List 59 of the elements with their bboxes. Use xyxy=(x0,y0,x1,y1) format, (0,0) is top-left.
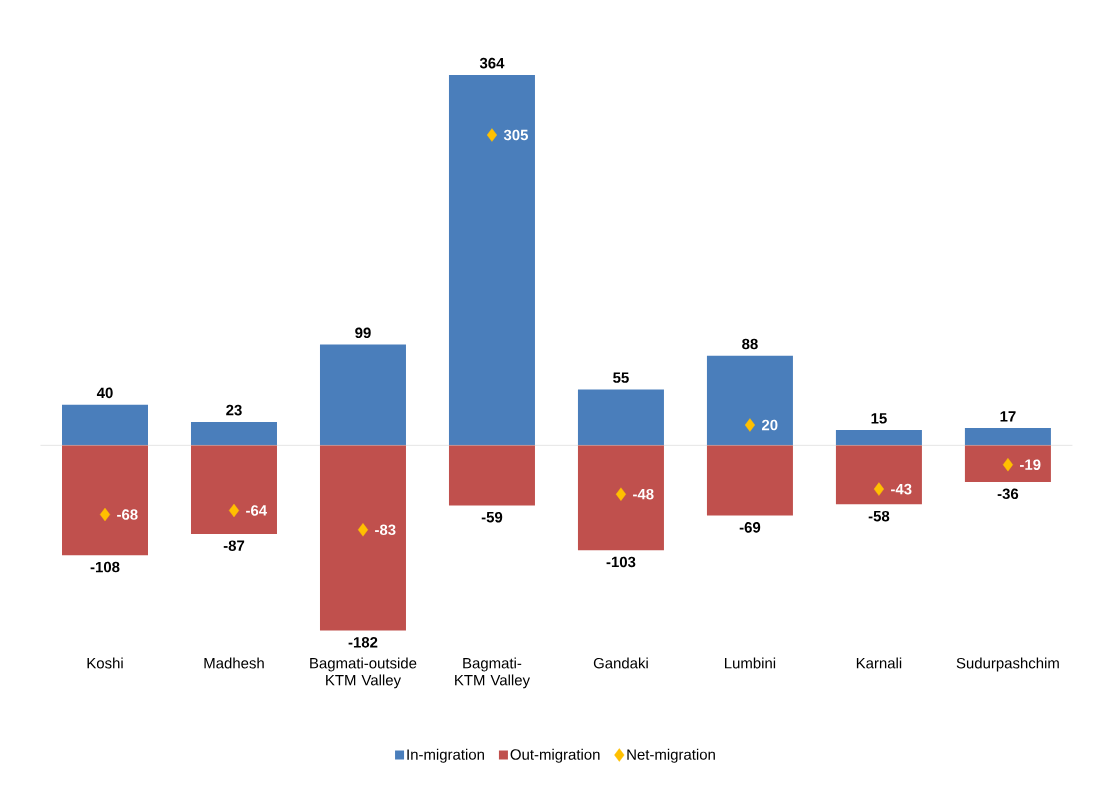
bar xyxy=(319,344,406,446)
bar xyxy=(706,355,793,446)
data-label: -87 xyxy=(223,540,245,551)
data-label: 88 xyxy=(742,338,758,350)
x-tick-label: Bagmati-KTM Valley xyxy=(455,657,530,689)
x-tick-label: Karnali xyxy=(856,657,902,669)
data-label: -68 xyxy=(117,509,138,520)
bar xyxy=(835,430,922,446)
data-label: -64 xyxy=(246,505,268,516)
x-tick-label: Sudurpashchim xyxy=(956,657,1059,672)
data-label: 20 xyxy=(761,419,778,431)
data-label: -182 xyxy=(348,637,378,648)
data-label: -103 xyxy=(606,556,636,568)
point xyxy=(615,487,627,501)
bar xyxy=(62,404,148,446)
bar xyxy=(448,445,535,506)
data-label: -36 xyxy=(997,488,1019,500)
bar xyxy=(964,428,1051,446)
data-label: 40 xyxy=(96,387,113,399)
data-label: 15 xyxy=(871,413,887,424)
legend-label: In-migration xyxy=(407,748,484,763)
data-label: -108 xyxy=(90,561,120,573)
data-label: -83 xyxy=(375,524,396,536)
x-tick-label: Koshi xyxy=(87,657,123,669)
bar xyxy=(577,445,664,551)
data-label: 99 xyxy=(355,327,371,339)
data-label: -69 xyxy=(739,522,761,533)
data-label: -48 xyxy=(633,488,654,500)
point xyxy=(873,482,884,496)
data-label: 23 xyxy=(226,404,242,416)
point xyxy=(228,503,240,518)
bar xyxy=(706,445,793,516)
x-tick-label: Lumbini xyxy=(724,657,776,669)
bar xyxy=(319,445,406,631)
data-label: 305 xyxy=(503,129,528,141)
point xyxy=(357,523,369,537)
legend-label: Out-migration xyxy=(510,748,600,763)
bar xyxy=(964,445,1051,482)
data-label: -58 xyxy=(868,510,890,522)
x-tick-label: Madhesh xyxy=(204,657,264,669)
point xyxy=(1002,457,1013,472)
data-label: -43 xyxy=(891,483,912,495)
bar xyxy=(190,445,277,534)
point xyxy=(744,418,756,432)
bar xyxy=(835,445,922,505)
bar xyxy=(577,389,664,446)
point xyxy=(99,507,111,522)
data-label: -59 xyxy=(481,511,503,523)
x-tick-label: Bagmati-outside KTM Valley xyxy=(310,657,417,689)
data-label: 55 xyxy=(613,372,629,383)
data-label: -19 xyxy=(1020,459,1041,470)
data-label: 364 xyxy=(479,57,505,69)
point xyxy=(486,128,498,142)
x-tick-label: Gandaki xyxy=(593,657,648,669)
bar xyxy=(448,74,535,446)
data-label: 17 xyxy=(1000,411,1016,422)
bar xyxy=(190,421,277,446)
legend-label: Net-migration xyxy=(627,748,715,763)
bar xyxy=(62,445,148,556)
